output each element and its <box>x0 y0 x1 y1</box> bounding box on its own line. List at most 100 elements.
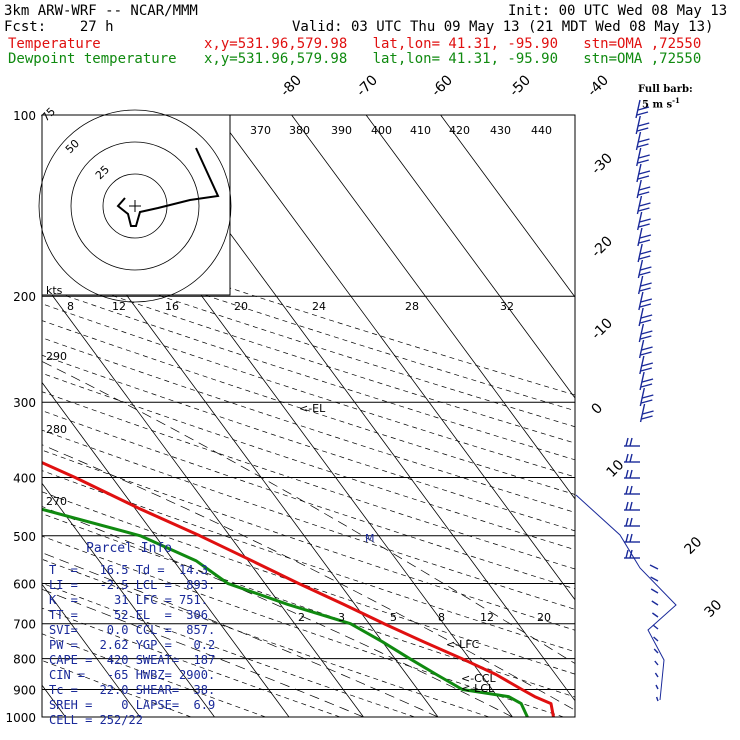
parcel-info-row: CELL = 252/22 <box>49 713 143 727</box>
lfc-marker: <-LFC <box>446 638 480 651</box>
wind-barb-staff <box>651 612 659 618</box>
wind-barb-flag <box>640 367 653 372</box>
wind-barb-staff <box>639 403 646 423</box>
theta-label: 270 <box>46 495 67 508</box>
pressure-tick-label: 600 <box>13 577 36 591</box>
wind-barb-flag <box>638 223 650 228</box>
wind-barb-flag <box>640 266 652 271</box>
wind-barb-flag <box>629 533 633 543</box>
temperature-line <box>42 461 555 717</box>
wind-barb-flag <box>641 415 653 420</box>
wind-barb-staff <box>638 307 644 327</box>
wind-barb-flag <box>639 319 652 324</box>
dry-adiabat <box>42 337 575 513</box>
plot-area <box>42 115 575 717</box>
wind-barb-staff <box>639 355 645 375</box>
moist-adiabat <box>42 588 364 717</box>
dewpoint-legend: Dewpoint temperature <box>8 51 177 67</box>
wind-barb-flag <box>638 207 650 212</box>
parcel-info-row: LI = -2.5 LCL = 893. <box>49 578 216 592</box>
wind-barb-flag <box>639 202 651 207</box>
wind-barb-flag <box>641 378 654 383</box>
dry-adiabat <box>42 470 575 653</box>
wind-barb-flag <box>625 437 629 447</box>
wind-barb-flag <box>640 335 652 340</box>
wind-barb-staff <box>650 576 659 582</box>
theta-label: 370 <box>250 124 271 137</box>
wind-barb-flag <box>639 218 651 223</box>
barb-legend-title: Full barb: <box>638 84 693 95</box>
wind-barb-staff <box>653 636 659 642</box>
wind-barb-flag <box>637 143 649 148</box>
forecast-hour: Fcst: 27 h <box>4 19 114 35</box>
wind-barb-flag <box>640 351 652 356</box>
theta-label: 430 <box>490 124 511 137</box>
wind-barb-flag <box>638 191 650 196</box>
isotherm-line <box>42 482 215 717</box>
mixing-ratio-label: 3 <box>338 611 345 624</box>
el-marker: <-EL <box>299 402 326 415</box>
parcel-info-row: T = 16.5 Td = 14.3 <box>49 563 208 577</box>
model-title: 3km ARW-WRF -- NCAR/MMM <box>4 3 198 19</box>
wind-barb-flag <box>641 330 653 335</box>
barb-legend-value: 5 m s <box>642 99 673 111</box>
parcel-info-row: TT = 52 EL = 306 <box>49 608 208 622</box>
hodograph-ring <box>70 141 200 271</box>
wind-profile-outline <box>575 494 677 701</box>
wind-barb-staff <box>635 99 641 119</box>
wind-barb-staff <box>636 211 643 231</box>
wind-barb-staff <box>638 291 644 311</box>
pressure-tick-label: 800 <box>13 653 36 667</box>
wind-barb-staff <box>638 339 645 359</box>
hodograph-ring <box>38 109 232 303</box>
wind-barb-flag <box>629 517 633 527</box>
wind-barb-staff <box>649 564 659 570</box>
wind-barb-flag <box>637 175 650 180</box>
temperature-location: x,y=531.96,579.98 lat,lon= 41.31, -95.90… <box>204 36 702 52</box>
mixing-ratio-label: 12 <box>112 300 126 313</box>
dry-adiabat <box>42 582 415 717</box>
wind-barb-flag <box>639 271 651 276</box>
wind-barb-flag <box>639 250 652 255</box>
mixing-ratio-label: 24 <box>312 300 326 313</box>
wind-barb-staff <box>635 131 642 151</box>
wind-barb-staff <box>636 179 642 199</box>
isotherm-label: -10 <box>589 315 616 342</box>
wind-barb-staff <box>635 115 641 135</box>
pressure-tick-label: 500 <box>13 530 36 544</box>
wind-barb-flag <box>629 437 633 447</box>
wind-barb-staff <box>637 275 644 295</box>
wind-barb-staff <box>636 147 642 167</box>
mixing-ratio-label: 16 <box>165 300 179 313</box>
isotherm-label: 20 <box>682 534 706 558</box>
dewpoint-line <box>42 507 529 717</box>
wind-barb-flag <box>639 186 651 191</box>
isotherm-label: 10 <box>604 457 628 481</box>
wind-barb-flag <box>629 469 633 479</box>
wind-barb-staff <box>654 660 659 666</box>
wind-barb-flag <box>629 501 633 511</box>
wind-barb-staff <box>637 259 644 279</box>
wind-barb-flag <box>640 298 653 303</box>
moist-adiabat <box>42 552 439 717</box>
wind-barb-staff <box>654 672 659 678</box>
isotherm-line <box>365 115 575 399</box>
parcel-info-title: Parcel Info <box>86 541 173 556</box>
isotherm-line <box>216 115 575 601</box>
wind-barb-flag <box>641 362 654 367</box>
dry-adiabat <box>42 513 575 698</box>
wind-barb-flag <box>641 346 653 351</box>
parcel-info-row: PW = 2.62 YGP = 0.2 <box>49 638 216 652</box>
valid-time: Valid: 03 UTC Thu 09 May 13 (21 MDT Wed … <box>292 19 714 35</box>
wind-barb-staff <box>651 600 659 606</box>
mixing-ratio-label: 8 <box>438 611 445 624</box>
mixing-ratio-label: 5 <box>390 611 397 624</box>
wind-barb-staff <box>636 195 643 215</box>
isotherm-label: -80 <box>278 72 305 99</box>
parcel-info-row: K = 31 LFC = 751. <box>49 593 208 607</box>
theta-label: 290 <box>46 350 67 363</box>
moist-adiabat <box>42 506 513 717</box>
isotherm-label: -30 <box>589 150 616 177</box>
dry-adiabat <box>42 558 490 717</box>
